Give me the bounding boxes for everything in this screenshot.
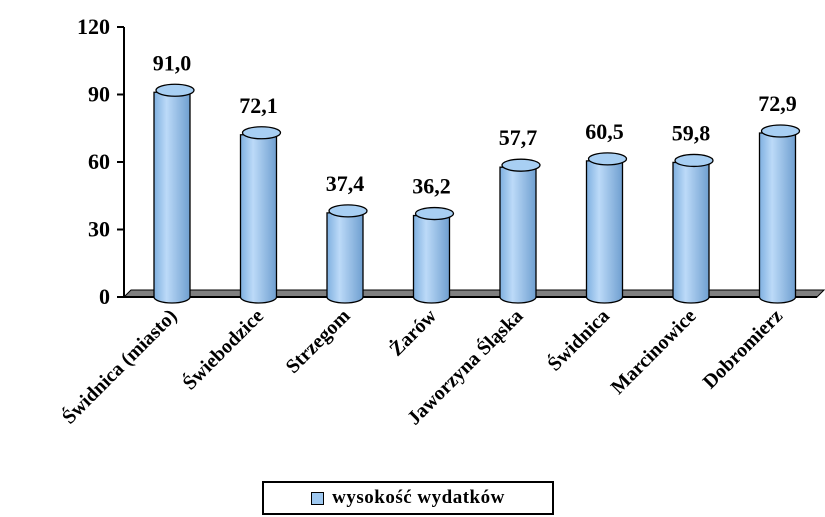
bar-value-label: 60,5 [585, 119, 624, 144]
bar-value-label: 72,1 [239, 93, 278, 118]
x-tick-label: Świdnica [542, 304, 614, 376]
x-tick-label: Świdnica (miasto) [57, 304, 182, 429]
bars-group [153, 83, 801, 304]
bar-value-label: 36,2 [412, 174, 451, 199]
x-tick-label: Żarów [384, 303, 441, 360]
legend-swatch [311, 491, 325, 505]
legend: wysokość wydatków [262, 481, 554, 515]
chart-floor-plane [122, 289, 825, 298]
bar [672, 153, 714, 304]
bar-value-label: 57,7 [499, 125, 538, 150]
bar-value-label: 59,8 [672, 120, 711, 145]
bar-value-label: 37,4 [326, 171, 365, 196]
bar [585, 152, 628, 304]
chart-floor [122, 289, 825, 298]
y-tick-label: 120 [77, 14, 110, 39]
y-tick-label: 0 [99, 284, 110, 309]
x-tick-label: Strzegom [282, 305, 355, 378]
value-labels-group: 91,0 72,1 37,4 36,2 57,7 60,5 59,8 72,9 [153, 50, 797, 198]
bar [499, 158, 541, 304]
legend-label: wysokość wydatków [332, 487, 505, 508]
chart-axes: 0 30 60 90 120 [77, 14, 817, 309]
bar [153, 83, 195, 304]
bar [239, 126, 282, 304]
bar-value-label: 72,9 [758, 91, 797, 116]
bar [326, 204, 368, 304]
x-tick-label: Świebodzice [177, 303, 268, 394]
y-tick-label: 60 [88, 149, 110, 174]
x-tick-label: Dobromierz [699, 305, 787, 393]
bar [412, 206, 455, 304]
bar-value-label: 91,0 [153, 50, 192, 75]
x-tick-labels-group: Świdnica (miasto)Świebodzice Strzegom Żaró… [57, 303, 788, 429]
x-tick-label: Marcinowice [607, 305, 701, 399]
bar [758, 124, 801, 304]
y-tick-label: 30 [88, 217, 110, 242]
y-tick-label: 90 [88, 82, 110, 107]
